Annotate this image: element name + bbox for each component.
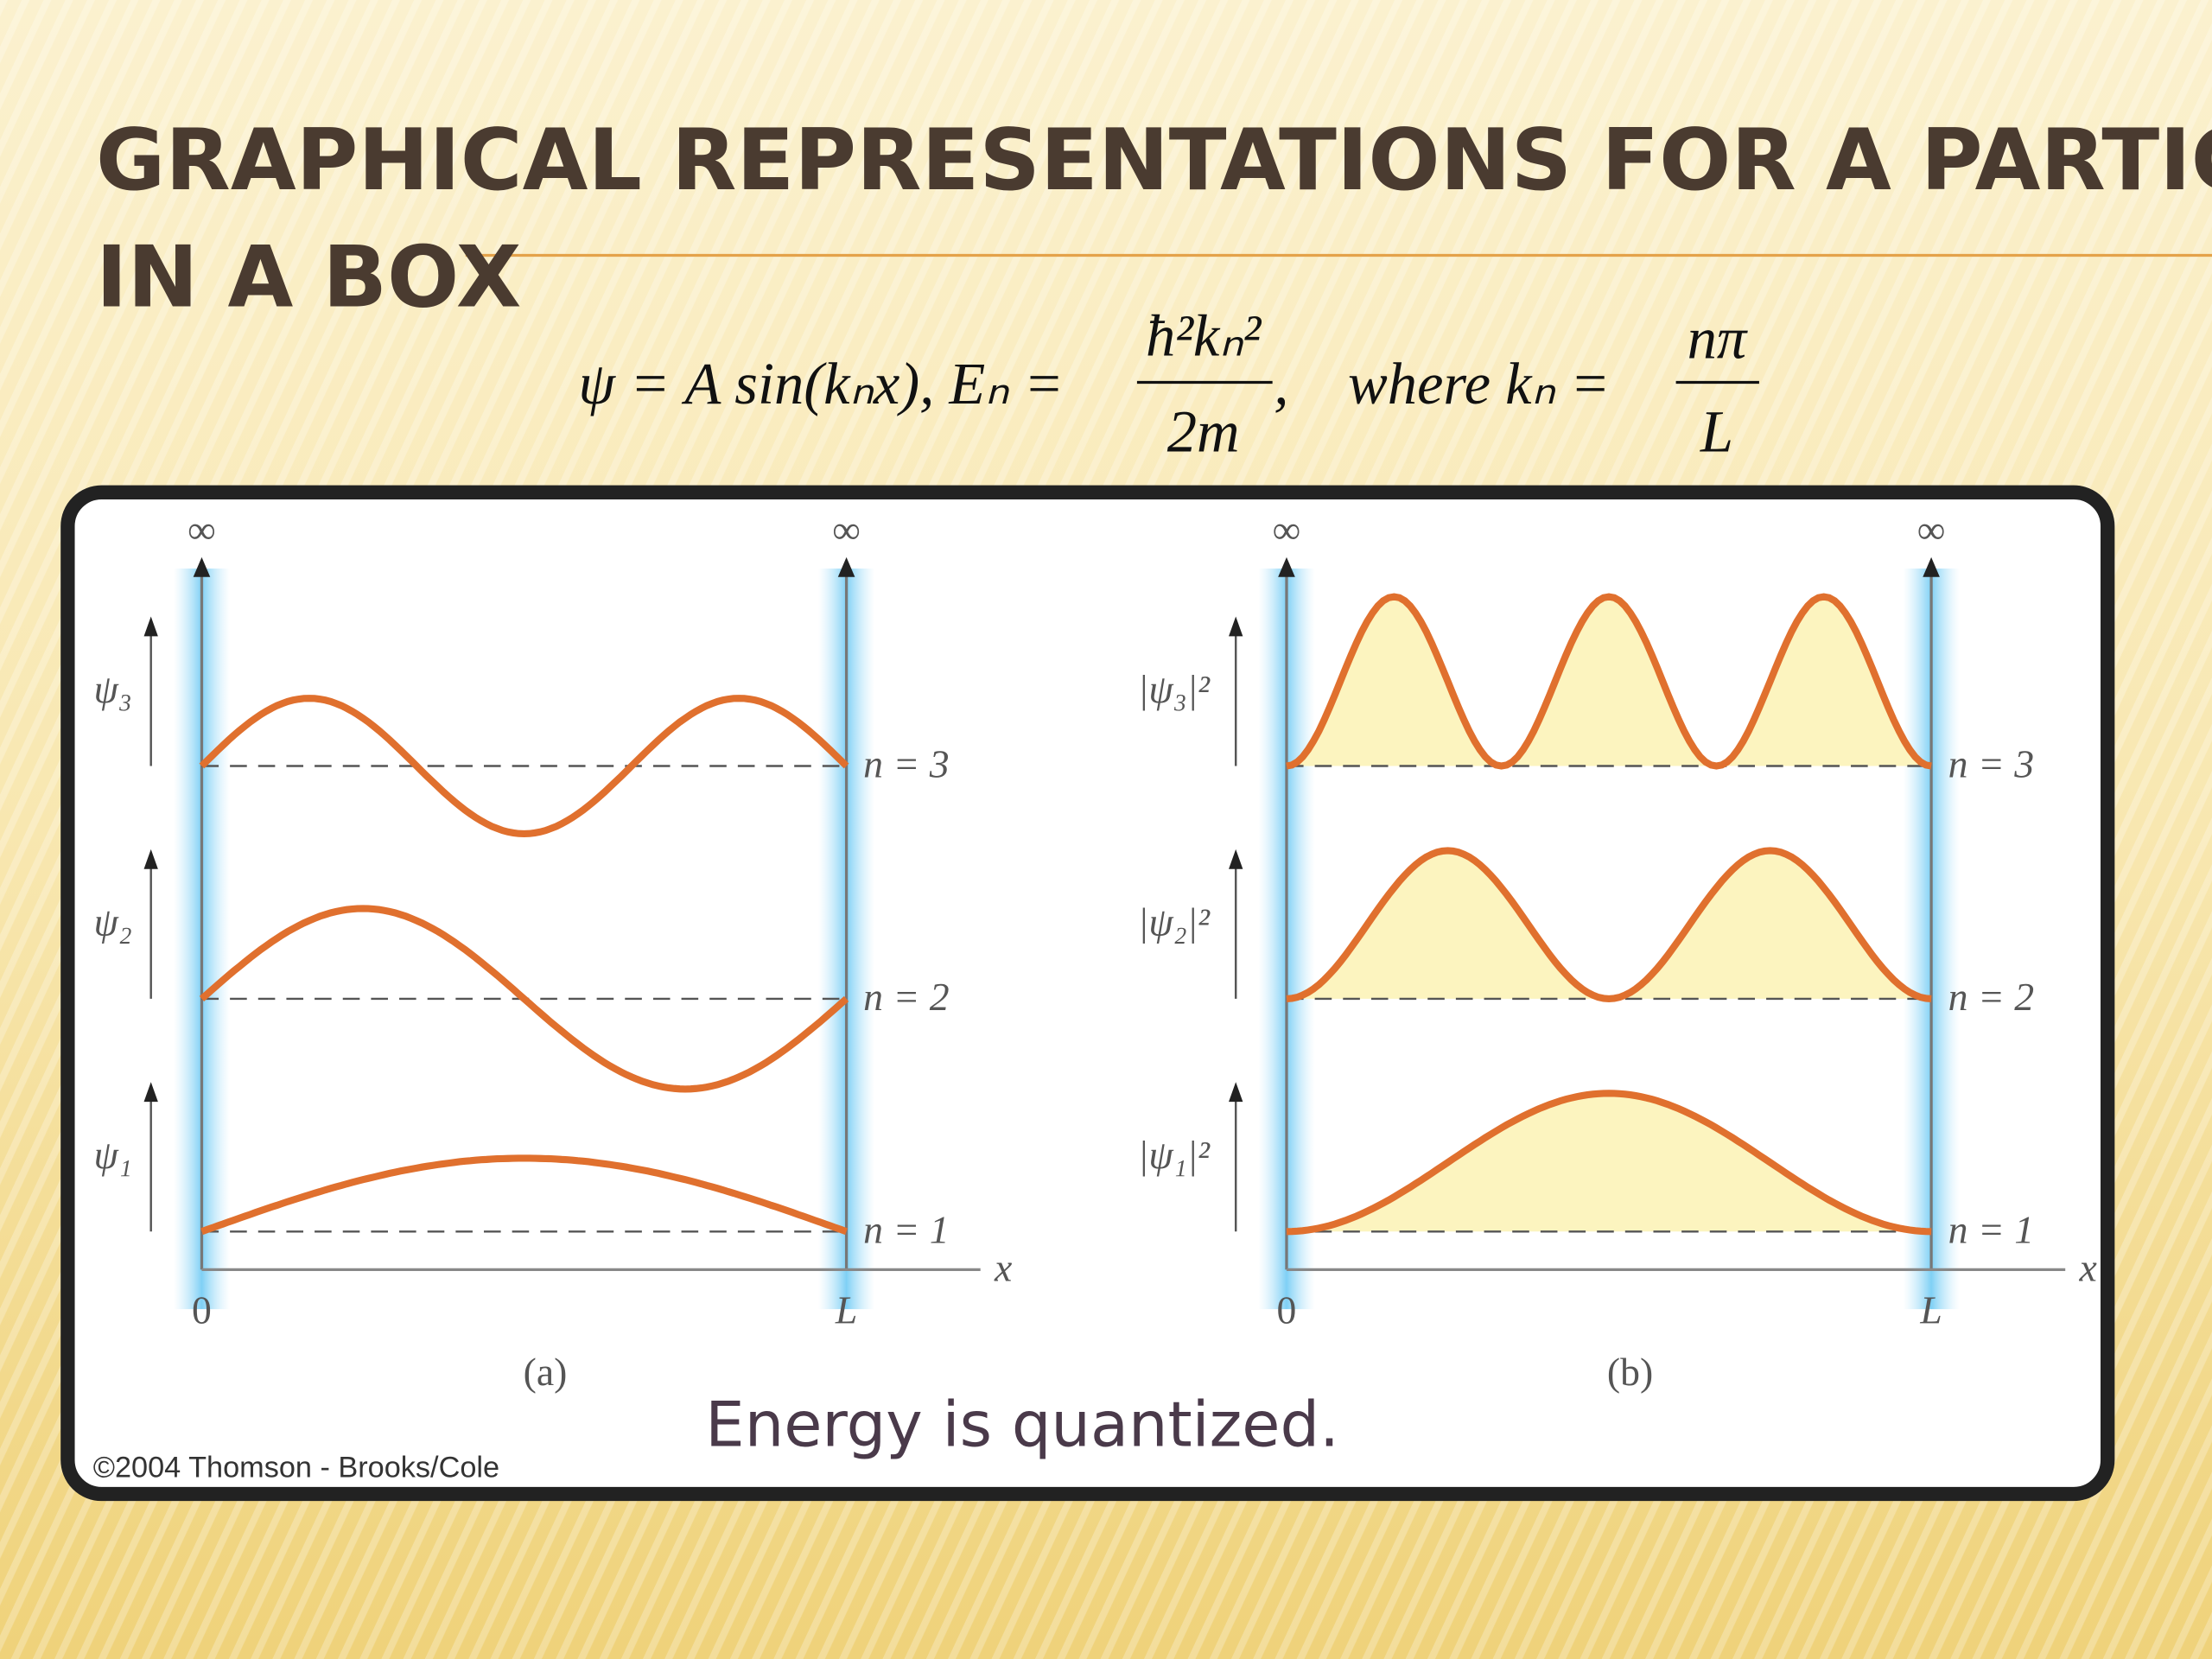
panel-caption: (a) (524, 1350, 568, 1394)
figure: ∞ ∞ x 0 L (a) n = 3 ψ₃ n = 2 ψ₂ n = 1 ψ₁ ∞ ∞ x 0 L (b) n =… (93, 508, 2096, 1395)
function-arrow (1229, 616, 1243, 637)
level-label: n = 3 (863, 742, 949, 786)
function-label: ψ₁ (93, 1133, 131, 1177)
function-label: ψ₂ (93, 899, 131, 944)
width-label: L (1919, 1287, 1942, 1332)
x-axis-label: x (2079, 1245, 2097, 1289)
wave-curve (200, 1154, 849, 1236)
probability-area (1286, 850, 1932, 999)
wall-arrow (1923, 556, 1940, 577)
title-line: IN A BOX (96, 228, 521, 327)
equation-middle: , where kₙ = (1274, 351, 1610, 416)
width-label: L (835, 1287, 857, 1332)
infinity-label: ∞ (1273, 508, 1301, 552)
wall-arrow (193, 556, 211, 577)
wall-arrow (1278, 556, 1295, 577)
function-arrow (1229, 1082, 1243, 1103)
function-arrow (1229, 849, 1243, 869)
probability-area (1286, 596, 1932, 766)
function-label: |ψ₁|² (1138, 1133, 1211, 1177)
function-label: |ψ₃|² (1138, 667, 1211, 711)
equation-lhs: ψ = A sin(kₙx), Eₙ = (578, 351, 1064, 416)
infinity-label: ∞ (188, 508, 216, 552)
level-label: n = 1 (863, 1207, 949, 1251)
title-line: GRAPHICAL REPRESENTATIONS FOR A PARTICLE (96, 111, 2212, 210)
wave-curve (1286, 593, 1932, 770)
level-label: n = 1 (1948, 1207, 2034, 1251)
wave-curve (1286, 1090, 1932, 1236)
level-label: n = 3 (1948, 742, 2034, 786)
equation-numerator: ħ²kₙ² (1146, 302, 1262, 368)
function-arrow (143, 849, 158, 869)
infinity-label: ∞ (1917, 508, 1946, 552)
credit: ©2004 Thomson - Brooks/Cole (93, 1451, 499, 1484)
wave-curve (1286, 847, 1932, 1003)
equation-denominator: 2m (1167, 398, 1240, 464)
statement: Energy is quantized. (705, 1388, 1339, 1460)
wave-curve (199, 905, 849, 1093)
x-axis-label: x (994, 1245, 1012, 1289)
probability-area (1286, 1093, 1932, 1232)
function-label: ψ₃ (93, 667, 131, 711)
function-arrow (143, 616, 158, 637)
function-label: |ψ₂|² (1138, 899, 1211, 944)
equation-denominator: L (1700, 398, 1733, 464)
function-arrow (143, 1082, 158, 1103)
panel-caption: (b) (1607, 1350, 1653, 1394)
equation-numerator: nπ (1688, 306, 1748, 372)
origin-label: 0 (1277, 1287, 1297, 1332)
wall-arrow (837, 556, 855, 577)
origin-label: 0 (192, 1287, 212, 1332)
level-label: n = 2 (1948, 975, 2034, 1019)
infinity-label: ∞ (832, 508, 861, 552)
level-label: n = 2 (863, 975, 949, 1019)
wave-curve (199, 695, 849, 837)
